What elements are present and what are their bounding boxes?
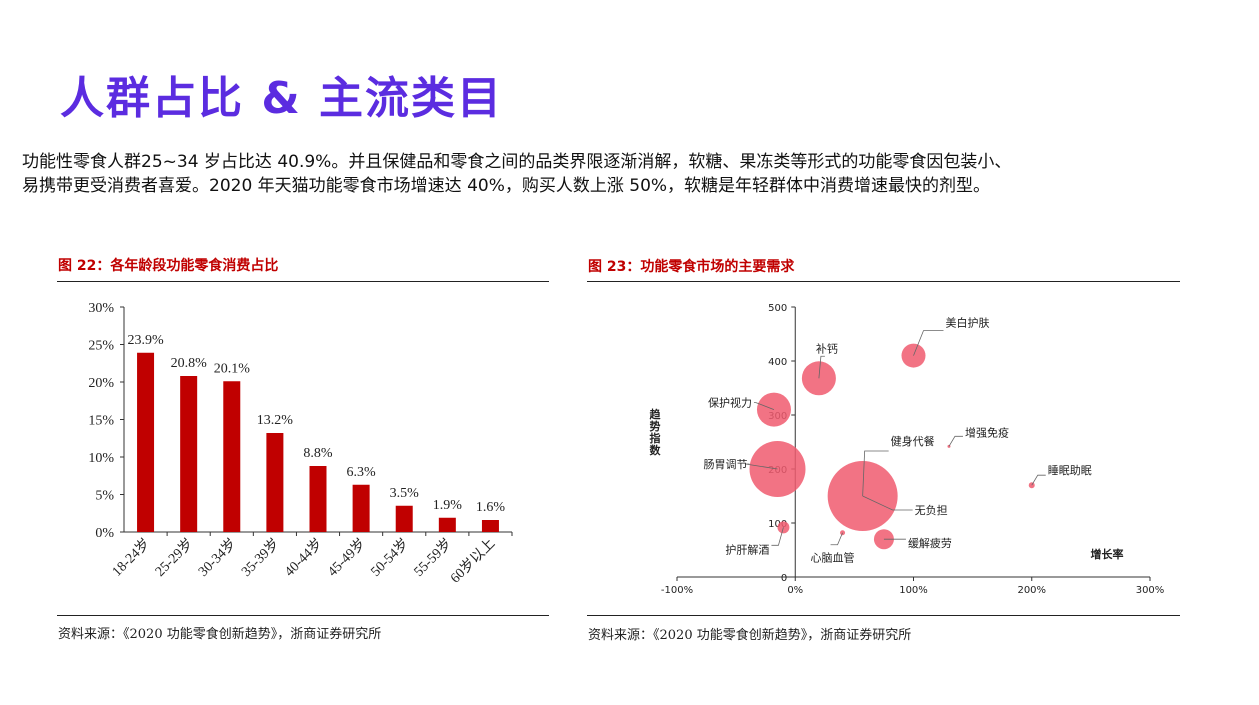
bar xyxy=(223,381,241,532)
figure-22-title: 图 22：各年龄段功能零食消费占比 xyxy=(58,258,279,274)
leader-line xyxy=(913,330,944,356)
bar xyxy=(352,484,370,532)
y-tick-label: 500 xyxy=(768,303,787,314)
bubble xyxy=(901,343,926,368)
leader-line xyxy=(862,495,913,511)
bubble-label: 健身代餐 xyxy=(891,434,935,448)
data-label: 20.1% xyxy=(214,361,251,376)
leader-line xyxy=(948,435,963,447)
bubble-label: 保护视力 xyxy=(708,396,752,410)
leader-line xyxy=(830,532,843,546)
y-tick-label: 20% xyxy=(88,376,114,391)
x-axis-label: 增长率 xyxy=(1091,547,1124,561)
y-tick-label: 15% xyxy=(88,414,114,429)
y-tick-label: 5% xyxy=(95,489,114,504)
data-label: 6.3% xyxy=(347,465,377,480)
bubble-label: 增强免疫 xyxy=(965,425,1009,439)
x-tick-label: 100% xyxy=(899,585,928,596)
y-tick-label: 25% xyxy=(88,339,114,354)
figure-23-bottom-rule xyxy=(587,615,1180,616)
bubble-label: 无负担 xyxy=(915,503,948,517)
figure-22-top-rule xyxy=(57,281,549,282)
intro-line-2: 易携带更受消费者喜爱。2020 年天猫功能零食市场增速达 40%，购买人数上涨 … xyxy=(22,176,991,196)
figure-23-top-rule xyxy=(587,281,1180,282)
x-tick-label: 50-54岁 xyxy=(368,536,412,580)
leader-line xyxy=(745,463,778,470)
leader-line xyxy=(862,450,889,497)
bubble xyxy=(827,461,898,531)
y-tick-label: 0% xyxy=(95,526,114,541)
intro-line-1: 功能性零食人群25~34 岁占比达 40.9%。并且保健品和零食之间的品类界限逐… xyxy=(22,152,1012,172)
y-tick-label: 10% xyxy=(88,451,114,466)
x-tick-label: 55-59岁 xyxy=(411,536,455,580)
bubble-label: 补钙 xyxy=(816,341,838,355)
figure-22-bottom-rule xyxy=(57,615,549,616)
x-tick-label: 30-34岁 xyxy=(195,536,239,580)
y-tick-label: 0 xyxy=(781,573,787,584)
data-label: 3.5% xyxy=(390,486,420,501)
y-tick-label: 30% xyxy=(88,301,114,316)
bar xyxy=(395,505,413,532)
demand-bubble-chart: -100%0%100%200%300%0100200300400500趋势指数增… xyxy=(650,303,1165,596)
leader-line xyxy=(771,527,784,546)
bar xyxy=(309,466,327,532)
bubble xyxy=(840,530,846,536)
data-label: 13.2% xyxy=(257,413,294,428)
bubble-label: 护肝解酒 xyxy=(725,542,769,556)
bubble-label: 缓解疲劳 xyxy=(908,536,952,550)
figure-23-source: 资料来源：《2020 功能零食创新趋势》，浙商证券研究所 xyxy=(588,628,912,643)
data-label: 1.6% xyxy=(476,500,506,515)
x-tick-label: 60岁以上 xyxy=(447,536,498,587)
data-label: 8.8% xyxy=(303,446,333,461)
figure-23-title: 图 23：功能零食市场的主要需求 xyxy=(588,259,795,275)
y-tick-label: 100 xyxy=(768,519,787,530)
page-title: 人群占比 & 主流类目 xyxy=(60,73,504,124)
x-tick-label: 25-29岁 xyxy=(152,536,196,580)
leader-line xyxy=(753,402,775,410)
x-tick-label: 40-44岁 xyxy=(282,536,326,580)
x-tick-label: 200% xyxy=(1017,585,1046,596)
age-share-bar-chart: 0% 5% 10% 15% 20% 25% 30% 23.9% 18-24岁 20.8% 25-29… xyxy=(88,301,513,587)
bubble-label: 美白护肤 xyxy=(946,316,990,330)
y-axis-label: 趋势指数 xyxy=(650,407,662,457)
data-label: 1.9% xyxy=(433,498,463,513)
bar xyxy=(481,520,499,532)
x-tick-label: 18-24岁 xyxy=(109,536,153,580)
data-label: 20.8% xyxy=(171,356,208,371)
intro-paragraph: 功能性零食人群25~34 岁占比达 40.9%。并且保健品和零食之间的品类界限逐… xyxy=(22,150,1247,198)
x-tick-label: -100% xyxy=(661,585,693,596)
leader-line xyxy=(818,355,825,379)
figure-22-source: 资料来源：《2020 功能零食创新趋势》，浙商证券研究所 xyxy=(58,627,382,642)
bubble-label: 心脑血管 xyxy=(811,551,855,565)
bar xyxy=(266,433,284,532)
x-tick-label: 300% xyxy=(1136,585,1165,596)
leader-line xyxy=(1031,474,1046,486)
bubble xyxy=(1028,482,1035,489)
bubble xyxy=(749,441,806,497)
x-tick-label: 45-49岁 xyxy=(325,536,369,580)
bubble-label: 肠胃调节 xyxy=(704,458,748,471)
x-tick-label: 0% xyxy=(787,585,803,596)
bar xyxy=(438,517,456,532)
x-tick-label: 35-39岁 xyxy=(238,536,282,580)
bar xyxy=(137,352,155,532)
data-label: 23.9% xyxy=(127,333,164,348)
bar xyxy=(180,376,198,532)
y-tick-label: 400 xyxy=(768,357,787,368)
bubble-label: 睡眠助眠 xyxy=(1048,463,1092,477)
